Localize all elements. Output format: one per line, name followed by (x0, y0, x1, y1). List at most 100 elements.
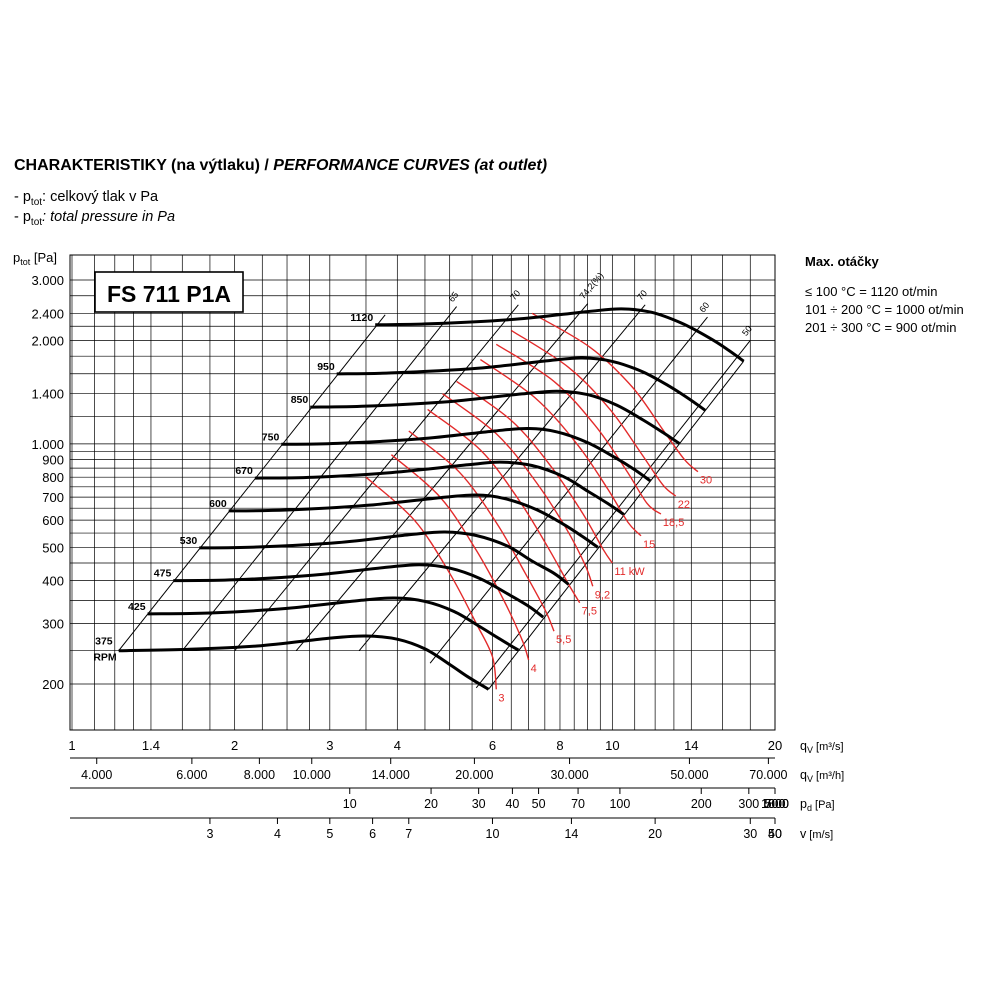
speed-curve-label: 670 (235, 465, 253, 477)
x-tick-label: 10 (605, 738, 619, 753)
secondary-tick-label: 10 (343, 797, 357, 811)
axis-title: pd [Pa] (800, 797, 835, 813)
secondary-tick-label: 300 (738, 797, 759, 811)
speed-curve-label: 600 (209, 498, 227, 510)
axis-title: qV [m³/h] (800, 768, 844, 784)
secondary-tick-label: 20 (424, 797, 438, 811)
legend-en: - ptot: total pressure in Pa (14, 209, 176, 228)
power-curve-label: 15 (643, 539, 655, 551)
chart-grid (69, 254, 776, 731)
axis-title: v [m/s] (800, 827, 833, 841)
y-tick-label: 1.400 (31, 387, 64, 402)
power-curve-label: 22 (678, 499, 690, 511)
secondary-tick-label: 1000 (761, 797, 789, 811)
speed-curve (254, 460, 625, 516)
speed-curve-label: 530 (180, 535, 198, 547)
max-speed-line: 101 ÷ 200 °C = 1000 ot/min (805, 302, 964, 317)
secondary-tick-label: 1800 (761, 797, 789, 811)
secondary-tick-label: 10 (486, 827, 500, 841)
max-speed-line: 201 ÷ 300 °C = 900 ot/min (805, 320, 957, 335)
y-tick-label: 1.000 (31, 437, 64, 452)
secondary-tick-label: 500 (765, 797, 786, 811)
power-curve-label: 9,2 (595, 589, 610, 601)
efficiency-line (181, 306, 458, 652)
x-tick-label: 20 (768, 738, 782, 753)
secondary-tick-label: 4.000 (81, 768, 112, 782)
secondary-tick-label: 200 (691, 797, 712, 811)
speed-curve (281, 426, 652, 483)
plot-frame (69, 254, 776, 731)
secondary-tick-label: 50 (768, 827, 782, 841)
x-tick-label: 1.4 (142, 738, 160, 753)
speed-curve-label: 475 (154, 568, 172, 580)
y-tick-label: 800 (42, 470, 64, 485)
power-curve (495, 343, 662, 515)
x-tick-label: 14 (684, 738, 698, 753)
power-curve (456, 380, 613, 564)
efficiency-label: 74,2(%) (577, 270, 605, 301)
speed-curve-label: 375 (95, 636, 113, 648)
secondary-tick-label: 20.000 (455, 768, 493, 782)
page-title: CHARAKTERISTIKY (na výtlaku) / PERFORMAN… (14, 157, 548, 174)
secondary-tick-label: 70.000 (749, 768, 787, 782)
secondary-tick-label: 40 (768, 827, 782, 841)
speed-curve (336, 356, 706, 412)
start-boundary-line (118, 314, 386, 652)
secondary-tick-label: 14.000 (372, 768, 410, 782)
efficiency-line (429, 316, 708, 664)
y-axis-label: ptot [Pa] (13, 250, 57, 267)
efficiency-line (358, 304, 646, 652)
x-tick-label: 1 (68, 738, 75, 753)
speed-curve (199, 530, 570, 586)
secondary-tick-label: 7 (405, 827, 412, 841)
end-boundary-line (488, 360, 745, 690)
efficiency-label: 70 (508, 288, 522, 302)
max-speed-line: ≤ 100 °C = 1120 ot/min (805, 284, 938, 299)
speed-curves: 375 RPM 425 475 530 600 670 750 850 950 1120 (93, 307, 745, 691)
efficiency-label: 60 (697, 300, 711, 314)
secondary-tick-label: 8.000 (244, 768, 275, 782)
secondary-tick-label: 30 (472, 797, 486, 811)
efficiency-label: 65 (446, 290, 460, 304)
power-curve-label: 18,5 (663, 517, 684, 529)
y-tick-label: 200 (42, 677, 64, 692)
x-tick-label: 6 (489, 738, 496, 753)
secondary-tick-label: 700 (765, 797, 786, 811)
speed-curve (375, 307, 745, 363)
model-label-box: FS 711 P1A (94, 271, 244, 313)
y-tick-label: 600 (42, 513, 64, 528)
secondary-tick-label: 3 (206, 827, 213, 841)
speed-curve-label: 850 (291, 394, 309, 406)
secondary-tick-label: 14 (564, 827, 578, 841)
y-tick-label: 2.400 (31, 306, 64, 321)
efficiency-line (475, 340, 751, 689)
secondary-tick-label: 70 (571, 797, 585, 811)
rpm-unit-label: RPM (93, 652, 117, 664)
y-tick-label: 500 (42, 540, 64, 555)
efficiency-line (234, 304, 519, 652)
secondary-tick-label: 6 (369, 827, 376, 841)
y-tick-label: 3.000 (31, 273, 64, 288)
x-tick-label: 4 (394, 738, 401, 753)
secondary-tick-label: 40 (505, 797, 519, 811)
speed-curve (118, 634, 490, 691)
secondary-tick-label: 10.000 (293, 768, 331, 782)
secondary-tick-label: 30 (743, 827, 757, 841)
power-curve-label: 5,5 (556, 634, 571, 646)
secondary-tick-label: 50 (532, 797, 546, 811)
power-curve (531, 312, 699, 473)
efficiency-label: 70 (635, 288, 649, 302)
secondary-tick-label: 100 (609, 797, 630, 811)
y-tick-label: 2.000 (31, 333, 64, 348)
x-tick-label: 2 (231, 738, 238, 753)
x-tick-label: 3 (326, 738, 333, 753)
model-label: FS 711 P1A (107, 281, 231, 307)
max-speed-heading: Max. otáčky (805, 254, 879, 269)
y-tick-label: 400 (42, 574, 64, 589)
y-tick-label: 300 (42, 617, 64, 632)
power-curve-label: 4 (531, 663, 537, 675)
secondary-tick-label: 5 (326, 827, 333, 841)
power-curve (480, 359, 642, 537)
